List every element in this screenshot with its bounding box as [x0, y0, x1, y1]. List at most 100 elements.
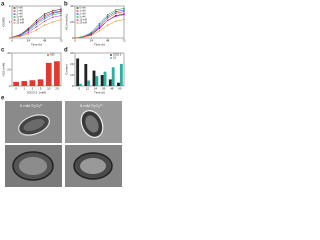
point: [60, 10, 62, 13]
point: [52, 10, 54, 12]
x-tick-label: 2: [32, 86, 34, 90]
x-tick-label: 60: [118, 86, 122, 90]
point: [52, 14, 54, 16]
y-tick-label: 30: [70, 51, 74, 55]
legend-label: 1 mM: [80, 10, 86, 13]
x-tick-label: 48: [43, 38, 47, 42]
panel-label: c: [1, 48, 5, 54]
panel-label: a: [1, 2, 5, 8]
point: [123, 14, 125, 16]
point: [82, 36, 84, 38]
bar: [21, 81, 28, 86]
legend-label: 0 mM: [17, 7, 23, 10]
legend-label: S2-: [113, 57, 117, 60]
point: [106, 15, 109, 18]
point: [98, 24, 101, 26]
x-tick-label: 1: [23, 86, 25, 90]
point: [35, 29, 38, 31]
point: [123, 7, 125, 10]
point: [90, 31, 93, 34]
point: [115, 12, 117, 14]
bar: [108, 79, 112, 86]
x-tick-label: 48: [106, 38, 110, 42]
x-tick-label: 0: [74, 38, 76, 42]
x-axis-label: S2O3 2- (mM): [27, 90, 46, 94]
point: [35, 23, 38, 26]
bar: [119, 64, 123, 86]
bar: [76, 58, 80, 86]
point: [35, 26, 38, 28]
bar: [87, 80, 91, 86]
point: [35, 22, 38, 24]
legend-swatch: [13, 19, 16, 21]
micrograph: [5, 145, 62, 187]
legend-swatch: [13, 22, 16, 24]
bar: [111, 67, 115, 86]
point: [123, 9, 125, 11]
point: [106, 17, 109, 19]
point: [123, 18, 125, 21]
y-tick-label: 10: [70, 73, 74, 77]
x-tick-label: 5: [40, 86, 42, 90]
micrograph: [65, 145, 122, 187]
legend-swatch: [110, 57, 112, 59]
legend-label: 0 mM: [80, 7, 86, 10]
legend-swatch: [13, 7, 16, 9]
legend-swatch: [47, 54, 49, 56]
legend-label: H2S: [50, 54, 55, 57]
point: [52, 12, 54, 14]
panel-label: b: [64, 2, 68, 8]
figure: a b c d e 0 mM S₂O₃²⁻ 5 mM S₂O₃²⁻ 012Tim…: [1, 2, 126, 187]
legend-label: 10 mM: [17, 19, 24, 22]
point: [106, 14, 109, 16]
bar: [79, 83, 82, 86]
y-tick-label: 0: [9, 36, 11, 40]
point: [60, 8, 62, 10]
point: [98, 22, 101, 25]
y-tick-label: 40: [70, 4, 74, 8]
x-tick-label: 10: [47, 86, 51, 90]
point: [43, 16, 46, 18]
y-tick-label: 2: [9, 4, 11, 8]
micrograph-label: 5 mM S₂O₃²⁻: [80, 103, 104, 108]
panel-label: d: [64, 48, 68, 54]
bar: [100, 75, 104, 86]
x-tick-label: 36: [102, 86, 106, 90]
x-axis-label: Time (h): [94, 90, 105, 94]
legend-label: 5 mM: [17, 16, 23, 19]
point: [115, 15, 117, 18]
bar: [13, 81, 19, 86]
x-tick-label: 12: [86, 86, 90, 90]
y-tick-label: 20: [70, 20, 74, 24]
point: [43, 24, 46, 26]
legend-label: 5 mM: [80, 16, 86, 19]
legend-swatch: [110, 54, 112, 56]
legend-label: S2O3 2-: [113, 54, 122, 57]
point: [43, 13, 46, 15]
x-tick-label: 0: [78, 86, 80, 90]
point: [115, 20, 117, 22]
legend-swatch: [76, 22, 79, 24]
bar: [45, 62, 52, 86]
legend-swatch: [76, 13, 79, 15]
legend-swatch: [13, 16, 16, 18]
y-axis-label: Content: [64, 64, 68, 75]
y-axis-label: H2S (mM): [1, 63, 5, 77]
legend-label: 20 mM: [80, 22, 87, 25]
point: [98, 26, 101, 29]
point: [74, 37, 76, 39]
point: [43, 20, 46, 22]
bar: [54, 61, 60, 86]
micrograph: [5, 101, 62, 143]
point: [19, 35, 21, 38]
legend-swatch: [76, 10, 79, 12]
x-tick-label: 72: [59, 38, 63, 42]
point: [43, 18, 46, 20]
x-tick-label: 20: [55, 86, 59, 90]
bar: [103, 71, 107, 86]
bar: [117, 82, 120, 86]
x-axis-label: Time (h): [31, 42, 42, 46]
plot-frame: [11, 52, 62, 87]
x-tick-label: 24: [27, 38, 31, 42]
micrograph-label: 0 mM S₂O₃²⁻: [20, 103, 44, 108]
